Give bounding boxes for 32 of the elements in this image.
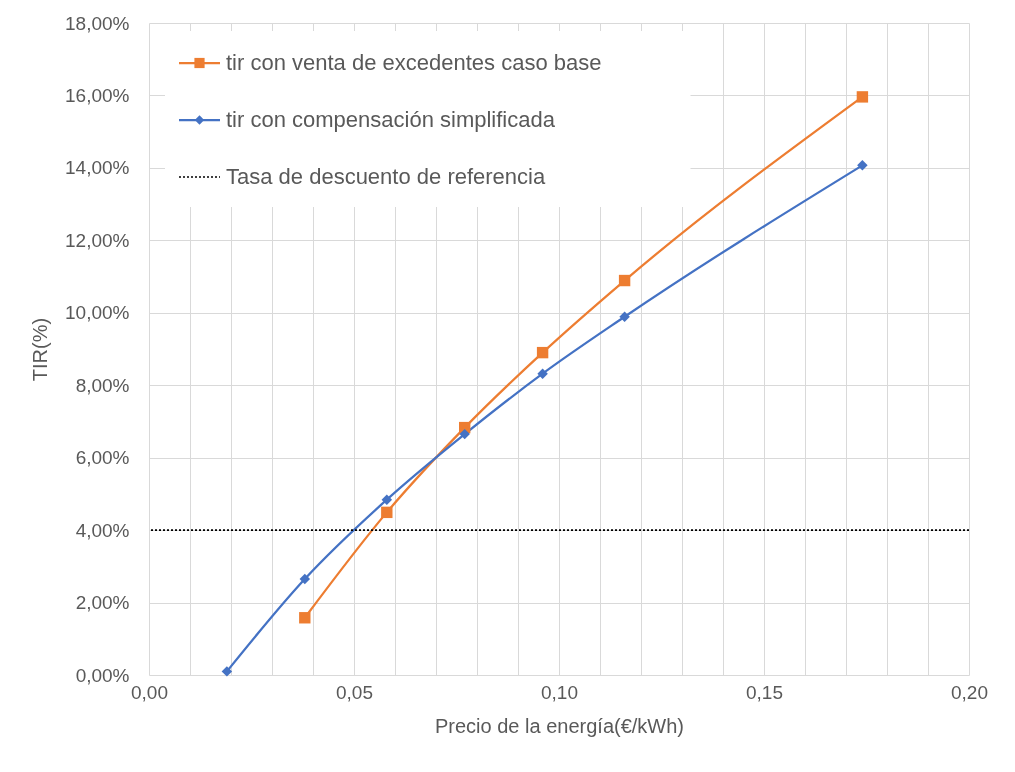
point — [536, 346, 549, 359]
point — [857, 160, 868, 171]
y-tick-label: 0,00% — [75, 664, 130, 686]
x-tick-label: 0,15 — [746, 681, 783, 703]
legend-label: tir con venta de excedentes caso base — [226, 50, 602, 75]
point — [618, 274, 631, 287]
point — [299, 573, 311, 585]
point — [537, 368, 548, 379]
y-tick-label: 16,00% — [65, 84, 130, 106]
x-tick-label: 0,10 — [541, 681, 578, 703]
y-axis-title: TIR(%) — [29, 317, 52, 382]
point — [381, 494, 393, 505]
point — [856, 91, 869, 103]
point — [299, 612, 311, 624]
y-tick-label: 18,00% — [65, 12, 130, 34]
y-tick-label: 4,00% — [75, 519, 130, 541]
point — [459, 428, 470, 440]
y-tick-label: 10,00% — [65, 302, 130, 324]
y-tick-label: 6,00% — [75, 447, 130, 469]
y-tick-label: 2,00% — [75, 592, 130, 614]
legend-label: tir con compensación simplificada — [226, 107, 556, 132]
x-axis-title: Precio de la energía(€/kWh) — [434, 714, 685, 737]
y-tick-label: 8,00% — [75, 374, 130, 396]
point — [221, 666, 233, 677]
y-tick-label: 12,00% — [65, 229, 130, 251]
x-tick-label: 0,00 — [131, 681, 168, 703]
point — [381, 506, 393, 519]
x-tick-label: 0,20 — [951, 681, 988, 703]
x-tick-label: 0,05 — [336, 681, 373, 703]
y-tick-label: 14,00% — [65, 157, 130, 179]
legend-label: Tasa de descuento de referencia — [226, 164, 546, 189]
point — [619, 311, 630, 323]
